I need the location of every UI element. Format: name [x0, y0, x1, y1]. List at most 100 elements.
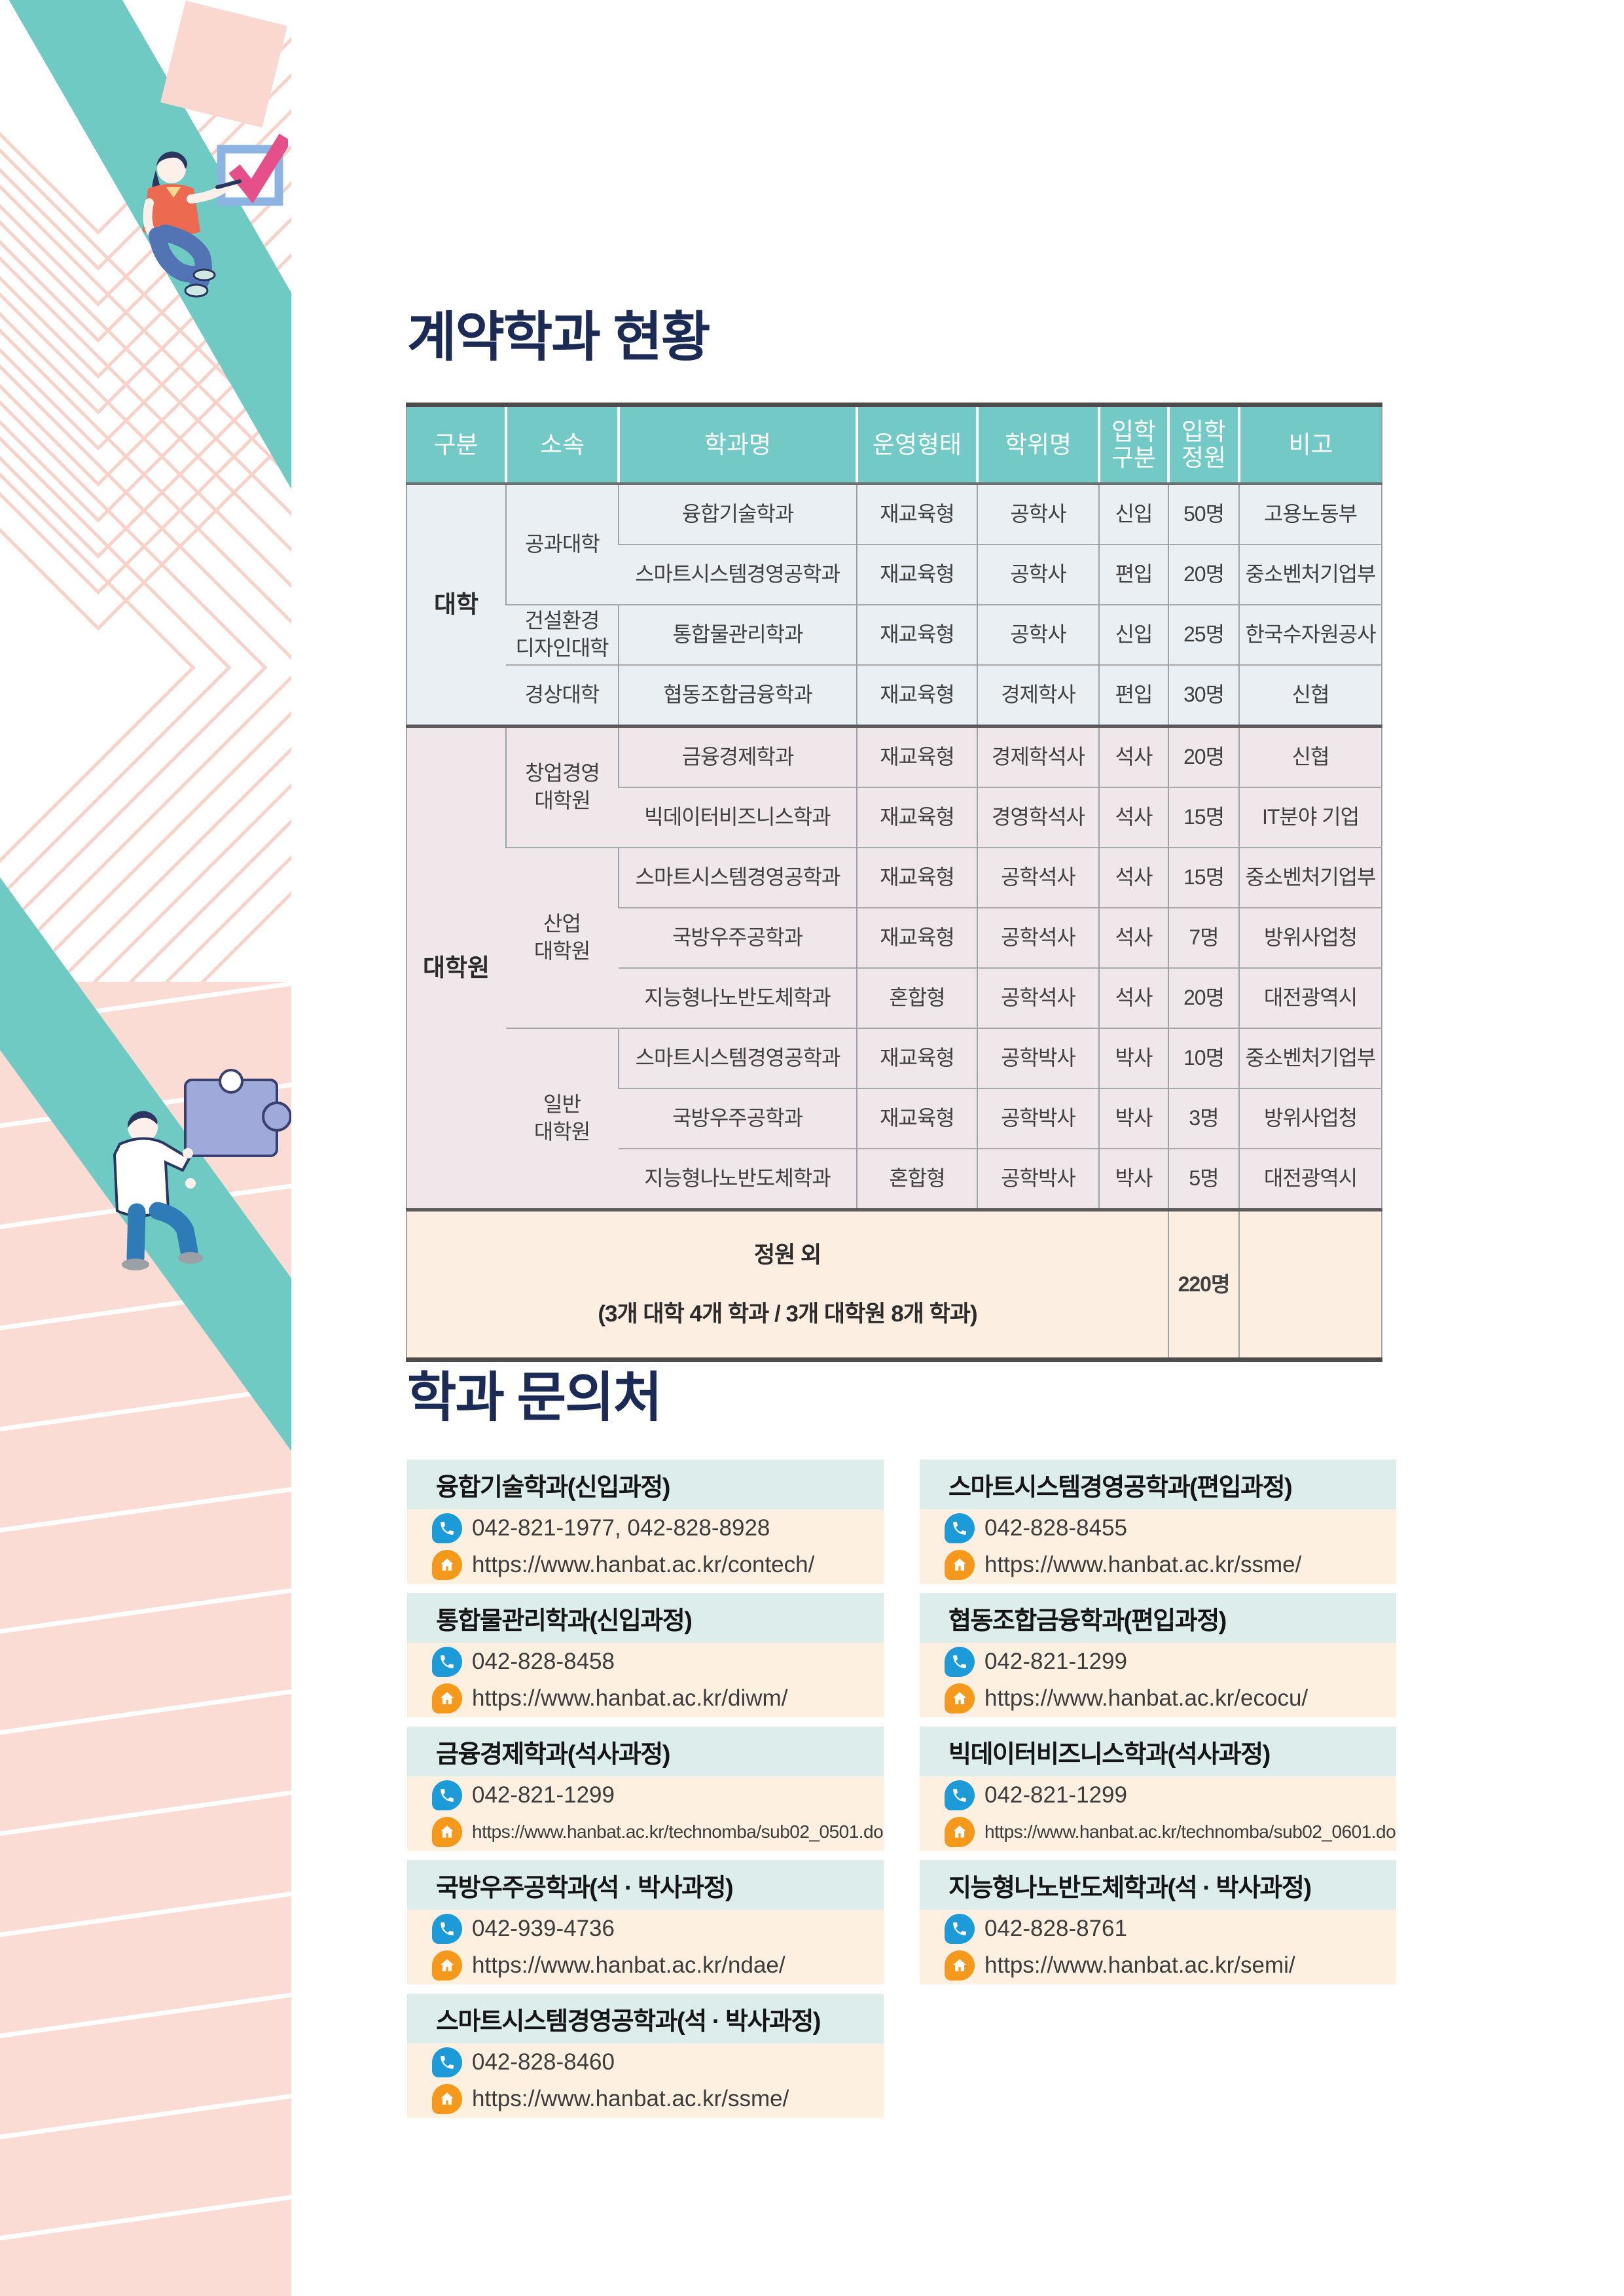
cell-admission: 석사 [1098, 907, 1168, 968]
phone-line: 042-821-1299 [432, 1780, 884, 1810]
cell-dept: 빅데이터비즈니스학과 [619, 787, 857, 848]
contact-card-title: 융합기술학과(신입과정) [407, 1460, 884, 1509]
contact-cards-grid: 융합기술학과(신입과정) 042-821-1977, 042-828-8928 … [407, 1460, 1396, 2118]
page-title-contract-status: 계약학과 현황 [407, 308, 710, 367]
phone-number: 042-821-1299 [984, 1649, 1127, 1674]
table-row: 일반 대학원 스마트시스템경영공학과 재교육형 공학박사 박사 10명 중소벤처… [406, 1028, 1382, 1210]
cell-note: 대전광역시 [1238, 1148, 1382, 1210]
cell-admission: 석사 [1098, 847, 1168, 908]
cell-degree: 공학사 [977, 544, 1099, 605]
contact-card: 융합기술학과(신입과정) 042-821-1977, 042-828-8928 … [407, 1460, 884, 1584]
website-line: https://www.hanbat.ac.kr/technomba/sub02… [945, 1817, 1396, 1847]
cell-mode: 재교육형 [856, 604, 977, 665]
table-row: 대학원 창업경영 대학원 금융경제학과 재교육형 경제학석사 석사 20명 신협 [406, 725, 1382, 1210]
phone-number: 042-828-8460 [472, 2049, 615, 2075]
phone-line: 042-828-8761 [945, 1914, 1396, 1944]
contact-card-title: 스마트시스템경영공학과(석 · 박사과정) [407, 1994, 884, 2043]
cell-quota: 20명 [1168, 544, 1239, 605]
home-icon [432, 1950, 462, 1981]
cell-mode: 혼합형 [856, 967, 977, 1028]
website-url: https://www.hanbat.ac.kr/diwm/ [472, 1685, 788, 1711]
cell-admission: 편입 [1098, 544, 1168, 605]
cell-group: 대학 [406, 483, 506, 726]
phone-icon [945, 1914, 975, 1944]
phone-number: 042-828-8761 [984, 1916, 1127, 1941]
home-icon [945, 1683, 975, 1713]
phone-number: 042-939-4736 [472, 1916, 615, 1941]
col-header-category: 구분 [406, 404, 507, 485]
illustration-man-puzzle [113, 1069, 291, 1270]
cell-note: 대전광역시 [1238, 967, 1382, 1028]
cell-mode: 혼합형 [856, 1148, 977, 1210]
col-header-department: 학과명 [617, 404, 858, 485]
cell-degree: 경제학사 [977, 664, 1099, 726]
home-icon [432, 1550, 462, 1580]
contact-card-title: 협동조합금융학과(편입과정) [920, 1593, 1396, 1643]
cell-quota: 20명 [1168, 967, 1239, 1028]
chevron-pattern [0, 37, 291, 982]
checkbox-check-icon [217, 134, 288, 206]
puzzle-piece-icon [184, 1069, 291, 1157]
footer-label-line1: 정원 외 [753, 1242, 821, 1268]
contact-card: 스마트시스템경영공학과(편입과정) 042-828-8455 https://w… [920, 1460, 1396, 1584]
home-icon [432, 1683, 462, 1713]
cell-degree: 공학박사 [977, 1028, 1099, 1088]
phone-icon [432, 2047, 462, 2077]
cell-quota: 20명 [1168, 725, 1239, 787]
cell-mode: 재교육형 [856, 1088, 977, 1149]
website-line: https://www.hanbat.ac.kr/diwm/ [432, 1683, 884, 1713]
table-row: 지능형나노반도체학과 혼합형 공학박사 박사 5명 대전광역시 [406, 1148, 1382, 1210]
table-row: 스마트시스템경영공학과 재교육형 공학사 편입 20명 중소벤처기업부 [406, 544, 1382, 605]
cell-mode: 재교육형 [856, 907, 977, 968]
website-url: https://www.hanbat.ac.kr/ndae/ [472, 1952, 785, 1978]
website-line: https://www.hanbat.ac.kr/technomba/sub02… [432, 1817, 884, 1847]
cell-admission: 박사 [1098, 1148, 1168, 1210]
cell-note: 신협 [1238, 725, 1382, 787]
table-header-row: 구분 소속 학과명 운영형태 학위명 입학 구분 입학 정원 비고 [406, 404, 1382, 485]
website-line: https://www.hanbat.ac.kr/ecocu/ [945, 1683, 1396, 1713]
phone-number: 042-821-1977, 042-828-8928 [472, 1515, 770, 1541]
website-line: https://www.hanbat.ac.kr/ssme/ [945, 1550, 1396, 1580]
footer-note-cell [1238, 1209, 1382, 1360]
cell-college: 경상대학 [506, 664, 619, 726]
contract-departments-table: 구분 소속 학과명 운영형태 학위명 입학 구분 입학 정원 비고 대학 공과대… [406, 403, 1382, 1362]
cell-group: 대학원 [406, 725, 506, 1210]
phone-number: 042-821-1299 [984, 1782, 1127, 1808]
website-url: https://www.hanbat.ac.kr/technomba/sub02… [472, 1821, 884, 1842]
cell-college: 건설환경 디자인대학 [506, 604, 619, 665]
cell-quota: 5명 [1168, 1148, 1239, 1210]
cell-note: 중소벤처기업부 [1238, 544, 1382, 605]
table-footer-row: 정원 외 (3개 대학 4개 학과 / 3개 대학원 8개 학과) 220명 [406, 1209, 1382, 1360]
cell-quota: 25명 [1168, 604, 1239, 665]
cell-mode: 재교육형 [856, 483, 977, 545]
col-header-operation-type: 운영형태 [856, 404, 979, 485]
phone-icon [432, 1914, 462, 1944]
table-row: 국방우주공학과 재교육형 공학석사 석사 7명 방위사업청 [406, 907, 1382, 968]
cell-admission: 편입 [1098, 664, 1168, 726]
cell-note: 방위사업청 [1238, 907, 1382, 968]
contact-card: 통합물관리학과(신입과정) 042-828-8458 https://www.h… [407, 1593, 884, 1717]
contact-card-title: 빅데이터비즈니스학과(석사과정) [920, 1727, 1396, 1776]
col-header-admission-quota: 입학 정원 [1167, 404, 1240, 485]
contact-card-title: 통합물관리학과(신입과정) [407, 1593, 884, 1643]
website-url: https://www.hanbat.ac.kr/ssme/ [984, 1552, 1302, 1577]
cell-dept: 금융경제학과 [618, 725, 857, 787]
contact-card: 빅데이터비즈니스학과(석사과정) 042-821-1299 https://ww… [920, 1727, 1396, 1851]
phone-line: 042-821-1299 [945, 1780, 1396, 1810]
phone-icon [432, 1780, 462, 1810]
cell-degree: 공학석사 [977, 907, 1099, 968]
cell-degree: 공학박사 [977, 1088, 1099, 1149]
cell-quota: 10명 [1168, 1028, 1239, 1088]
home-icon [945, 1817, 975, 1847]
website-url: https://www.hanbat.ac.kr/technomba/sub02… [984, 1821, 1396, 1842]
website-line: https://www.hanbat.ac.kr/ssme/ [432, 2084, 884, 2114]
phone-icon [945, 1780, 975, 1810]
cell-degree: 공학사 [977, 604, 1099, 665]
cell-note: 신협 [1238, 664, 1382, 726]
cell-dept: 스마트시스템경영공학과 [618, 1028, 857, 1088]
university-section: 대학 공과대학 융합기술학과 재교육형 공학사 신입 50명 고용노동부 스마트… [406, 483, 1382, 726]
website-url: https://www.hanbat.ac.kr/semi/ [984, 1952, 1295, 1978]
cell-mode: 재교육형 [856, 847, 977, 908]
phone-icon [945, 1513, 975, 1543]
